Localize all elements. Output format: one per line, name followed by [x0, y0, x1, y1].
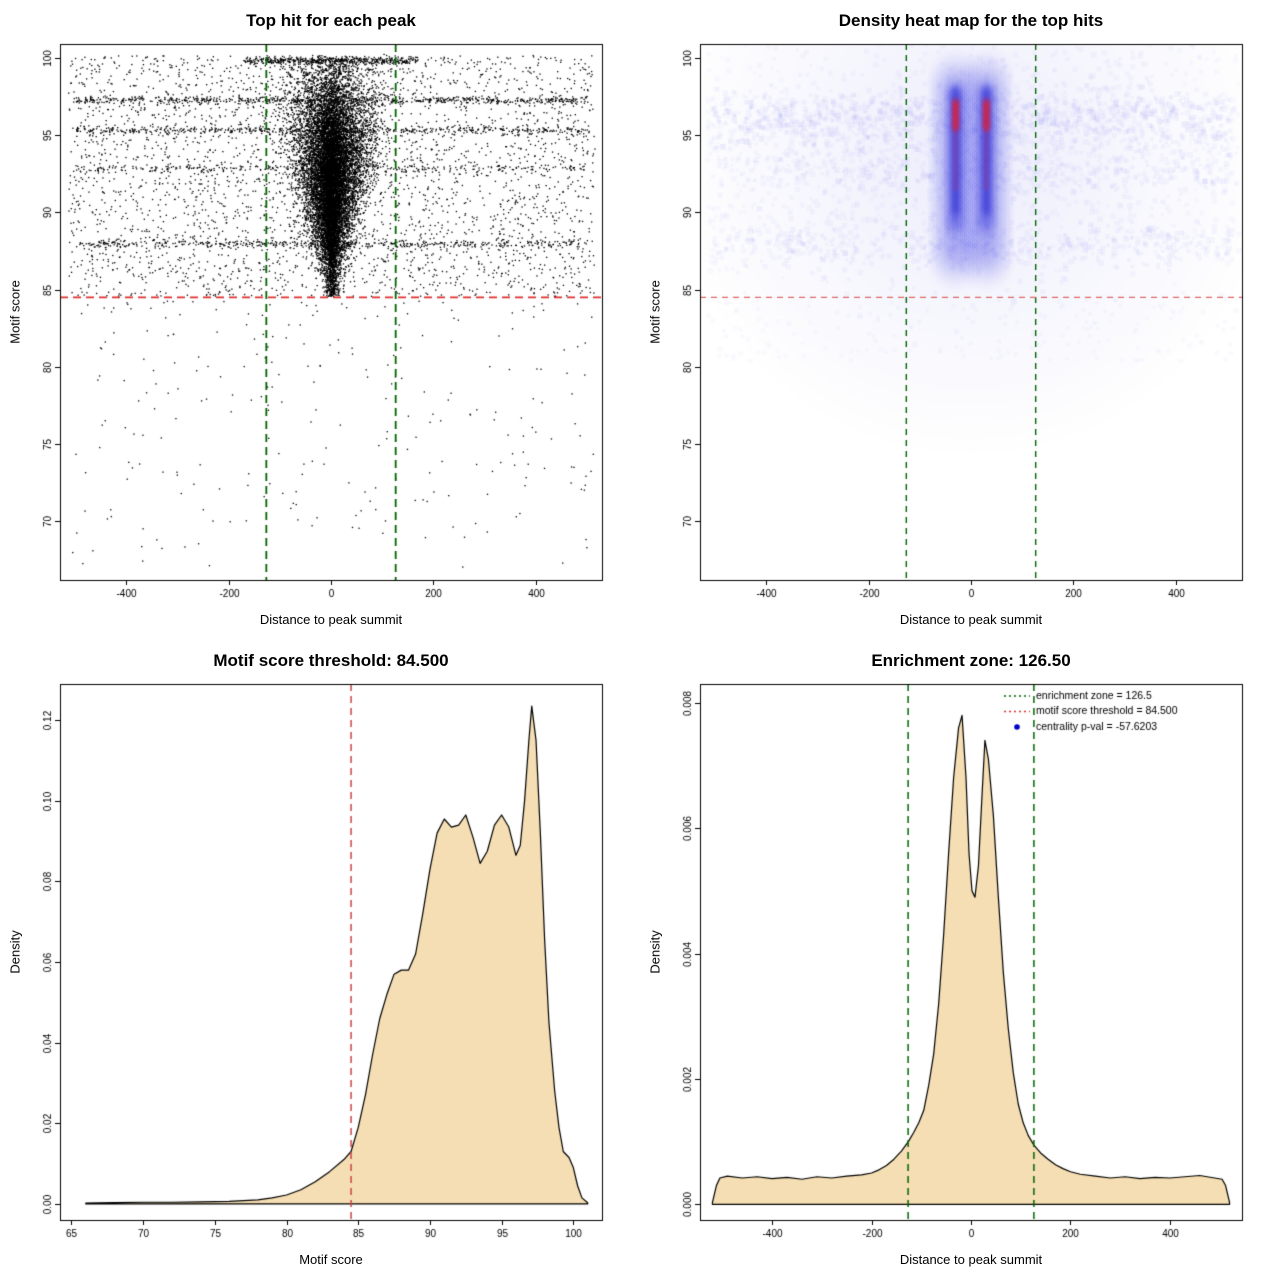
density-heatmap-canvas [640, 0, 1280, 640]
enrichment-zone-density-title: Enrichment zone: 126.50 [871, 651, 1071, 670]
panel-motif-score-density: Motif score threshold: 84.500 Motif scor… [0, 640, 640, 1280]
density-heatmap-ylabel: Motif score [647, 280, 663, 344]
panel-enrichment-zone-density: Enrichment zone: 126.50 Distance to peak… [640, 640, 1280, 1280]
panel-density-heatmap: Density heat map for the top hits Distan… [640, 0, 1280, 640]
motif-score-density-title: Motif score threshold: 84.500 [213, 651, 449, 670]
top-hit-scatter-title: Top hit for each peak [246, 11, 416, 30]
panel-top-hit-scatter: Top hit for each peak Distance to peak s… [0, 0, 640, 640]
density-heatmap-xlabel: Distance to peak summit [899, 612, 1043, 627]
density-heatmap-title: Density heat map for the top hits [838, 11, 1104, 30]
enrichment-zone-density-xlabel: Distance to peak summit [899, 1252, 1043, 1267]
motif-score-density-ylabel: Density [7, 930, 23, 974]
motif-score-density-canvas [0, 640, 640, 1280]
top-hit-scatter-canvas [0, 0, 640, 640]
enrichment-zone-density-canvas [640, 640, 1280, 1280]
top-hit-scatter-ylabel: Motif score [7, 280, 23, 344]
enrichment-zone-density-ylabel: Density [647, 930, 663, 974]
top-hit-scatter-xlabel: Distance to peak summit [259, 612, 403, 627]
motif-score-density-xlabel: Motif score [299, 1252, 363, 1267]
